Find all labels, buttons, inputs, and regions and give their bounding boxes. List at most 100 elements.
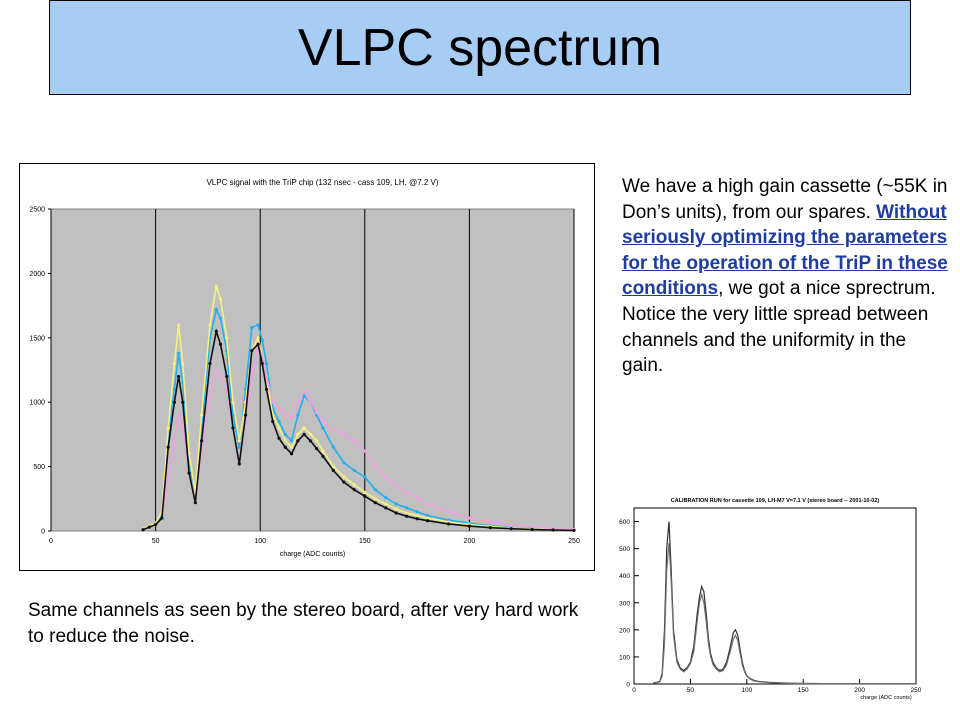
chart1-point — [467, 516, 471, 520]
chart1-point — [231, 426, 235, 430]
chart1-ytick-label: 2000 — [29, 271, 45, 278]
chart1-point — [488, 520, 492, 524]
chart1-point — [141, 528, 145, 532]
chart1-point — [250, 374, 254, 379]
chart2-ytick-label: 500 — [619, 546, 630, 553]
chart2-ytick-label: 0 — [626, 682, 630, 689]
chart1-point — [289, 439, 294, 443]
chart1-title: VLPC signal with the TriP chip (132 nsec… — [206, 178, 438, 187]
chart1-point — [218, 374, 223, 379]
chart1-point — [321, 426, 325, 430]
chart1-point — [509, 522, 513, 527]
chart1-point — [425, 516, 430, 520]
chart1-point — [296, 400, 300, 404]
chart1-series-line-1 — [142, 286, 575, 531]
chart1-point — [256, 336, 260, 340]
description-part1: We have a high gain cassette (~55K in Do… — [622, 176, 948, 223]
chart2-ytick-label: 400 — [619, 573, 630, 580]
vlpc-trip-chart: VLPC signal with the TriP chip (132 nsec… — [19, 163, 595, 571]
chart1-point — [166, 477, 170, 482]
chart1-point — [289, 416, 294, 420]
chart1-point — [256, 323, 260, 327]
chart2-xlabel: charge (ADC counts) — [860, 695, 912, 700]
chart1-point — [264, 387, 269, 391]
chart1-point — [425, 513, 430, 518]
chart1-ytick-label: 2500 — [29, 207, 45, 214]
chart1-point — [302, 426, 306, 430]
chart1-point — [225, 336, 229, 340]
chart1-point — [415, 517, 419, 521]
description-link[interactable]: Without seriously optimizing the paramet… — [622, 201, 948, 300]
chart1-point — [181, 361, 185, 366]
chart1-point — [181, 400, 185, 404]
chart1-point — [373, 501, 377, 505]
chart1-point — [315, 410, 319, 415]
chart2-xtick-label: 50 — [687, 687, 695, 694]
chart1-point — [172, 361, 177, 366]
chart1-point — [384, 495, 388, 500]
chart2-ytick-label: 600 — [619, 519, 630, 526]
chart1-point — [405, 511, 409, 515]
chart2-title: CALIBRATION RUN for cassette 109, LH-M7 … — [671, 498, 880, 504]
chart1-point — [166, 445, 170, 449]
chart1-point — [384, 475, 388, 479]
chart2-ytick-label: 200 — [619, 627, 630, 634]
chart1-point — [363, 449, 367, 453]
chart1-point — [237, 439, 241, 443]
chart1-point — [296, 432, 300, 436]
chart2-xtick-label: 150 — [798, 687, 809, 694]
description-part2: , we got a nice sprectrum. Notice the ve… — [622, 278, 936, 377]
chart1-point — [373, 465, 377, 469]
chart1-point — [250, 325, 254, 330]
chart1-point — [260, 361, 264, 366]
chart1-ytick-label: 0 — [41, 529, 45, 536]
chart1-point — [302, 394, 306, 398]
chart1-point — [331, 465, 336, 469]
chart2-ytick-label: 300 — [619, 600, 630, 607]
chart1-point — [405, 490, 409, 494]
chart2-xtick-label: 100 — [741, 687, 752, 694]
chart1-point — [352, 488, 356, 492]
chart1-point — [296, 439, 300, 443]
chart1-point — [218, 316, 223, 321]
chart1-point — [488, 526, 492, 530]
chart2-background — [604, 492, 926, 700]
chart2-ytick-label: 100 — [619, 654, 630, 661]
chart1-point — [342, 480, 346, 484]
chart2-xtick-label: 200 — [854, 687, 865, 694]
chart1-point — [177, 323, 181, 327]
chart1-point — [530, 525, 534, 529]
chart1-point — [283, 439, 287, 443]
chart1-point — [342, 461, 346, 465]
chart1-point — [177, 413, 181, 417]
chart1-point — [308, 400, 313, 404]
chart1-point — [405, 506, 409, 510]
chart1-point — [394, 502, 398, 506]
chart1-point — [200, 439, 204, 443]
chart1-point — [331, 428, 336, 433]
chart1-point — [256, 342, 260, 346]
chart1-point — [572, 528, 576, 532]
chart1-point — [264, 374, 269, 379]
chart1-point — [271, 419, 275, 424]
chart1-point — [271, 400, 275, 404]
chart1-point — [302, 390, 306, 394]
chart1-point — [509, 527, 513, 531]
chart1-ytick-label: 1500 — [29, 335, 45, 342]
chart1-xtick-label: 100 — [254, 538, 266, 545]
chart1-point — [166, 426, 170, 430]
chart1-point — [214, 307, 218, 312]
caption-text: Same channels as seen by the stereo boar… — [28, 600, 579, 647]
chart1-point — [352, 483, 356, 487]
chart1-point — [373, 497, 377, 501]
chart1-point — [321, 454, 325, 458]
chart1-point — [331, 468, 336, 473]
chart1-point — [250, 349, 254, 353]
chart1-point — [394, 507, 398, 511]
chart1-point — [363, 475, 367, 479]
chart1-xlabel: charge (ADC counts) — [280, 551, 345, 558]
chart1-point — [321, 419, 325, 424]
chart1-point — [172, 439, 177, 443]
chart1-point — [200, 413, 204, 417]
chart1-point — [172, 400, 177, 404]
